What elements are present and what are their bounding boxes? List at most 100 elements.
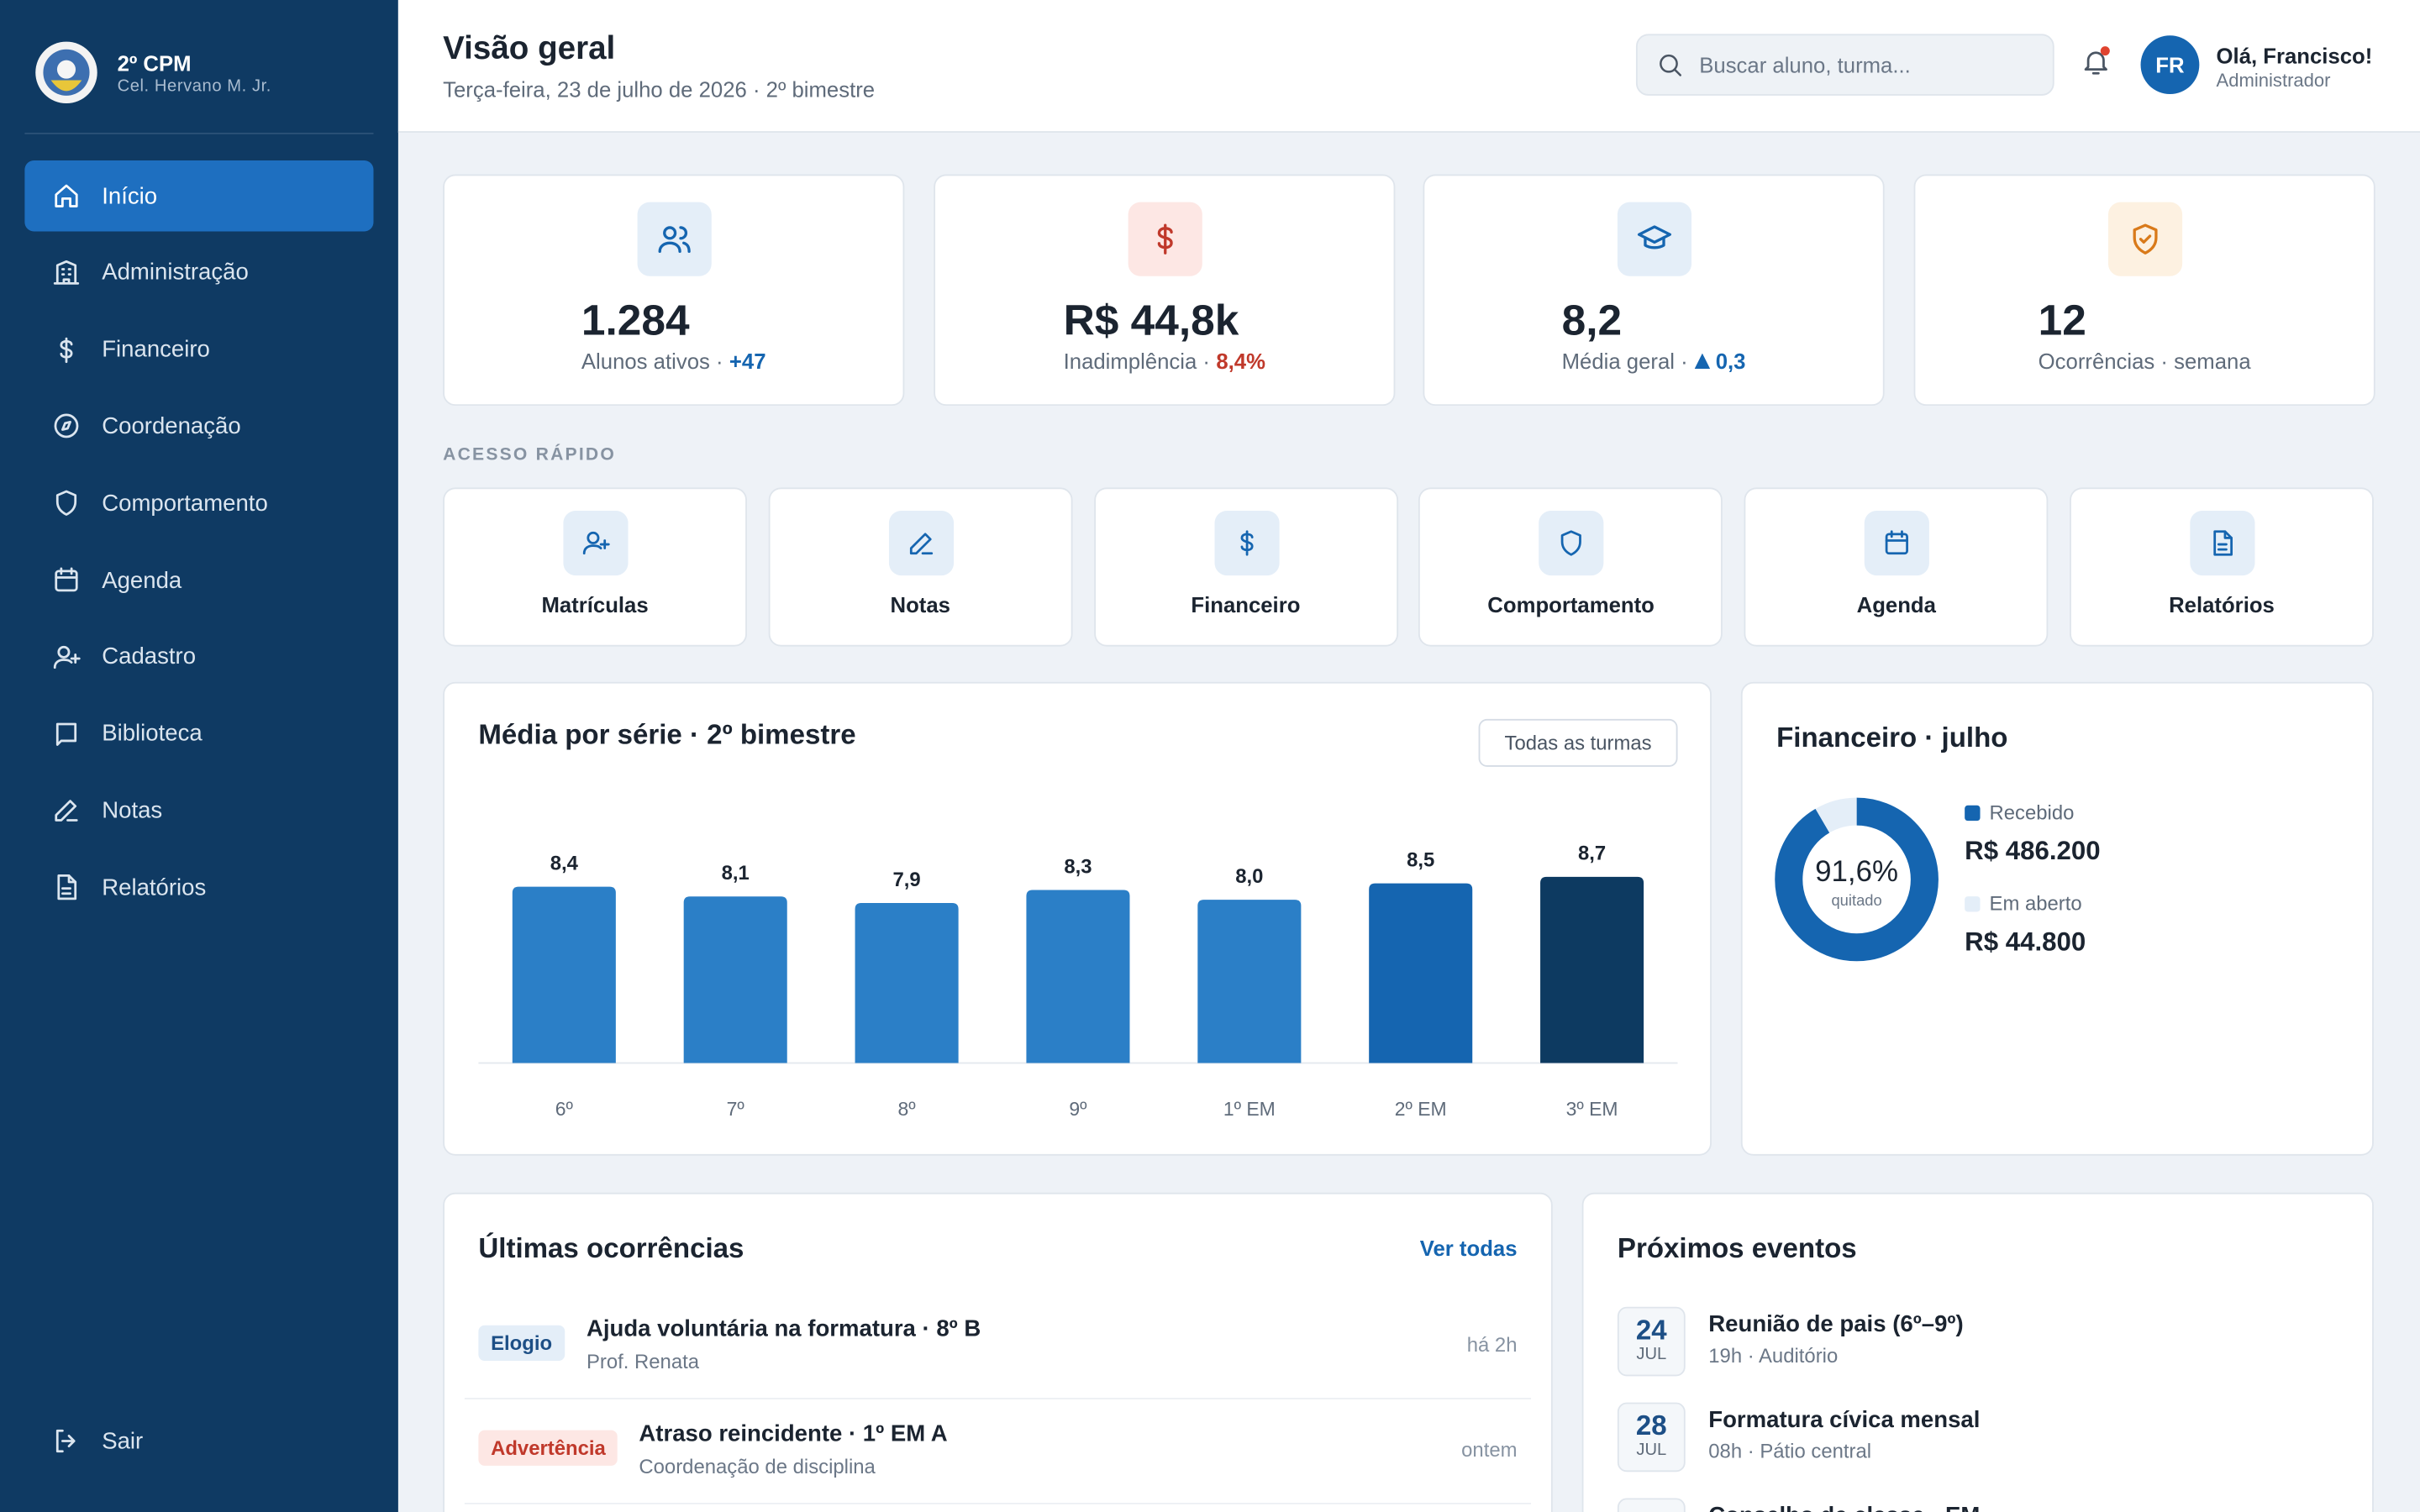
occurrence-time: há 2h (1466, 1332, 1518, 1357)
kpi-icon (1128, 202, 1202, 276)
kpi-delta: 8,4% (1216, 349, 1265, 373)
search-box[interactable]: Buscar aluno, turma... (1635, 34, 2054, 96)
nav-label: Biblioteca (102, 720, 203, 748)
occurrence-row[interactable]: Advertência Atraso reincidente · 1º EM A C… (464, 1407, 1532, 1504)
notification-bell[interactable] (2081, 46, 2112, 85)
icon (1157, 223, 1173, 255)
quick-icon (563, 510, 629, 576)
nav-label: Administração (102, 260, 249, 286)
filter-button[interactable] (1478, 718, 1678, 767)
kpi-label-row: Inadimplência · 8,4% (1064, 349, 1265, 373)
legend-swatch (1965, 896, 1981, 912)
page-subtitle: Terça-feira, 23 de julho de 2026 · 2º bi… (443, 76, 876, 102)
date-day: 28 (1635, 1410, 1667, 1441)
quick-card[interactable]: Matrículas (443, 487, 747, 647)
icon (2133, 223, 2158, 255)
kpi-label-row: Alunos ativos · +47 (581, 349, 766, 373)
nav-item[interactable]: Biblioteca (24, 698, 373, 769)
bar (683, 896, 787, 1063)
icon (658, 226, 691, 254)
nav-item[interactable]: Comportamento (24, 468, 373, 538)
legend-label: Em aberto (1990, 893, 2082, 916)
kpi-value: R$ 44,8k (1063, 296, 1239, 344)
quick-card[interactable]: Comportamento (1418, 487, 1723, 647)
occurrence-author: Coordenação de disciplina (639, 1455, 876, 1478)
quick-label: Comportamento (1487, 592, 1655, 617)
kpi-value: 12 (2038, 296, 2086, 344)
bar-value-label: 8,4 (550, 852, 579, 874)
bar-value-label: 8,1 (722, 862, 750, 885)
kpi-delta-value: +47 (729, 349, 766, 374)
icon (55, 800, 78, 822)
nav-item[interactable]: Financeiro (24, 314, 373, 385)
bar (1026, 890, 1130, 1063)
nav-label: Cadastro (102, 643, 197, 670)
quick-card[interactable]: Relatórios (2070, 487, 2374, 647)
page-title: Visão geral (443, 30, 616, 66)
quick-card[interactable]: Notas (768, 487, 1073, 647)
kpi-text: R$ 44,8k Inadimplência · 8,4% (1064, 297, 1265, 374)
quick-label: Notas (890, 592, 950, 617)
date-month: JUL (1636, 1441, 1667, 1460)
kpi-delta: 0,3 (1694, 349, 1745, 373)
kpi-text: 8,2 Média geral · 0,3 (1562, 297, 1746, 374)
bar (1197, 900, 1302, 1063)
icon (55, 490, 77, 517)
kpi-value: 1.284 (581, 296, 690, 344)
occurrence-time: ontem (1461, 1437, 1518, 1462)
bar-value-label: 8,5 (1407, 848, 1434, 871)
kpi-card: R$ 44,8k Inadimplência · 8,4% (934, 174, 1396, 407)
see-all-link[interactable]: Ver todas (1419, 1236, 1518, 1261)
nav-label: Início (102, 182, 158, 209)
sidebar: 2º CPM Cel. Hervano M. Jr. Início Adminis… (0, 0, 398, 1512)
brand-subtitle: Cel. Hervano M. Jr. (117, 76, 271, 96)
chart-title: Financeiro · julho (1776, 722, 2007, 753)
icon (60, 337, 73, 363)
quick-label: Agenda (1856, 592, 1936, 617)
donut-center-caption: quitado (1831, 891, 1881, 909)
nav-label: Financeiro (102, 336, 210, 363)
bar-value-label: 8,7 (1578, 843, 1606, 865)
donut-segment (1775, 797, 1939, 962)
nav-item[interactable]: Cadastro (24, 622, 373, 692)
event-detail: 19h · Auditório (1708, 1343, 1839, 1368)
bar-value-label: 8,0 (1235, 865, 1263, 888)
nav-label: Relatórios (102, 874, 207, 901)
occurrence-row[interactable]: Elogio Ajuda voluntária na formatura · 8º… (464, 1302, 1532, 1399)
avatar[interactable]: FR (2140, 35, 2200, 95)
occurrence-title: Atraso reincidente · 1º EM A (639, 1420, 948, 1447)
header: Visão geral Terça-feira, 23 de julho de … (397, 0, 2420, 133)
logout[interactable]: Sair (24, 1405, 373, 1476)
quick-icon (1539, 510, 1605, 576)
up-arrow (1694, 353, 1710, 369)
nav-item[interactable]: Coordenação (24, 391, 373, 461)
user-name: Olá, Francisco! (2216, 43, 2373, 68)
quick-card[interactable]: Financeiro (1093, 487, 1398, 647)
bar-value-label: 8,3 (1064, 855, 1092, 878)
quick-card[interactable]: Agenda (1744, 487, 2049, 647)
nav-label: Comportamento (102, 490, 268, 517)
nav-item[interactable]: Administração (24, 237, 373, 307)
quick-icon (888, 510, 954, 576)
nav-item[interactable]: Notas (24, 775, 373, 846)
section-title: ACESSO RÁPIDO (443, 445, 617, 465)
date-box (1617, 1498, 1686, 1512)
nav-item[interactable]: Agenda (24, 544, 373, 615)
nav-label: Notas (102, 797, 163, 824)
card-title: Próximos eventos (1617, 1232, 1857, 1264)
x-tick-label: 8º (898, 1098, 917, 1120)
event-detail: 08h · Pátio central (1708, 1439, 1872, 1463)
kpi-label: Alunos ativos · (581, 349, 723, 374)
kpi-delta-value: 8,4% (1216, 349, 1265, 374)
quick-label: Matrículas (541, 592, 649, 617)
quick-icon (1213, 510, 1279, 576)
x-tick-label: 7º (727, 1098, 745, 1120)
bar-chart: Média por série · 2º bimestre Todas as tu… (478, 718, 1678, 1120)
filter-button-label: Todas as turmas (1505, 732, 1652, 755)
legend-swatch (1965, 805, 1981, 822)
user-role: Administrador (2216, 69, 2331, 92)
nav-item[interactable]: Início (24, 160, 374, 232)
x-tick-label: 3º EM (1566, 1098, 1618, 1120)
nav-item[interactable]: Relatórios (24, 852, 373, 922)
